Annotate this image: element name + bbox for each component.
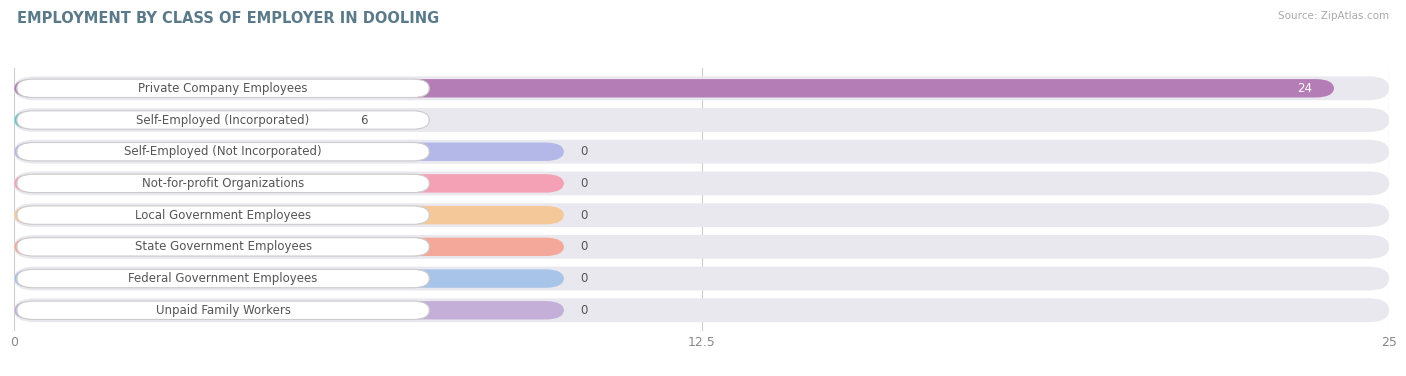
FancyBboxPatch shape [14,267,1389,290]
Text: Local Government Employees: Local Government Employees [135,209,311,221]
FancyBboxPatch shape [17,206,429,224]
Text: State Government Employees: State Government Employees [135,240,312,253]
Text: 6: 6 [360,114,368,126]
FancyBboxPatch shape [14,238,564,256]
FancyBboxPatch shape [14,143,564,161]
FancyBboxPatch shape [14,171,1389,195]
FancyBboxPatch shape [17,238,429,256]
Text: Private Company Employees: Private Company Employees [138,82,308,95]
FancyBboxPatch shape [17,79,429,97]
Text: 24: 24 [1298,82,1312,95]
Text: Unpaid Family Workers: Unpaid Family Workers [156,304,291,317]
FancyBboxPatch shape [14,174,564,193]
FancyBboxPatch shape [14,140,1389,164]
Text: 0: 0 [581,304,588,317]
FancyBboxPatch shape [14,108,1389,132]
Text: 0: 0 [581,145,588,158]
FancyBboxPatch shape [17,143,429,161]
FancyBboxPatch shape [17,111,429,129]
Text: EMPLOYMENT BY CLASS OF EMPLOYER IN DOOLING: EMPLOYMENT BY CLASS OF EMPLOYER IN DOOLI… [17,11,439,26]
Text: Source: ZipAtlas.com: Source: ZipAtlas.com [1278,11,1389,21]
Text: 0: 0 [581,240,588,253]
FancyBboxPatch shape [17,301,429,320]
Text: 0: 0 [581,209,588,221]
Text: Federal Government Employees: Federal Government Employees [128,272,318,285]
FancyBboxPatch shape [14,203,1389,227]
Text: Not-for-profit Organizations: Not-for-profit Organizations [142,177,304,190]
FancyBboxPatch shape [14,206,564,224]
FancyBboxPatch shape [14,235,1389,259]
Text: 0: 0 [581,177,588,190]
FancyBboxPatch shape [14,269,564,288]
FancyBboxPatch shape [14,76,1389,100]
FancyBboxPatch shape [17,174,429,193]
FancyBboxPatch shape [17,269,429,288]
FancyBboxPatch shape [14,111,344,129]
FancyBboxPatch shape [14,299,1389,322]
Text: 0: 0 [581,272,588,285]
Text: Self-Employed (Incorporated): Self-Employed (Incorporated) [136,114,309,126]
FancyBboxPatch shape [14,79,1334,97]
Text: Self-Employed (Not Incorporated): Self-Employed (Not Incorporated) [124,145,322,158]
FancyBboxPatch shape [14,301,564,320]
